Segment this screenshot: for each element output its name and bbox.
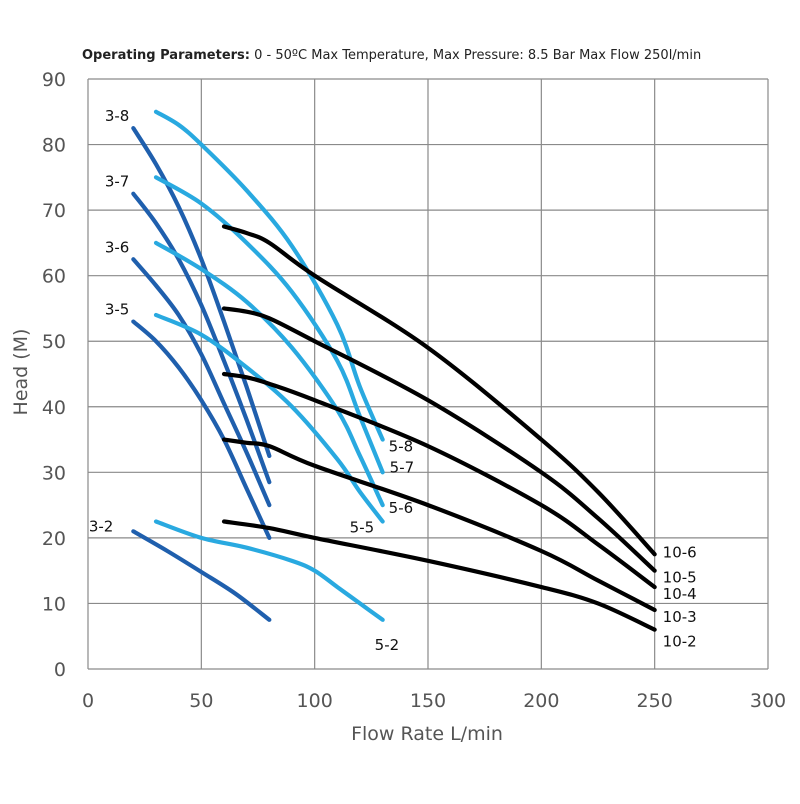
y-tick-label: 60: [42, 266, 66, 288]
series-line-5-8: [153, 109, 385, 442]
series-line-3-6: [131, 257, 272, 508]
series-line-3-7: [131, 191, 272, 485]
y-tick-label: 40: [42, 397, 66, 419]
y-tick-label: 0: [54, 659, 66, 681]
series-label-10-4: 10-4: [663, 585, 697, 603]
series-line-10-4: [221, 371, 657, 590]
y-tick-label: 30: [42, 462, 66, 484]
x-tick-label: 200: [523, 690, 559, 712]
series-label-10-5: 10-5: [663, 569, 697, 587]
tick-labels: 0 50 100 150 200 250 300 0 10 20 30 40 50 60 70 80 90: [42, 69, 786, 712]
series-label-5-2: 5-2: [375, 636, 400, 654]
series-line-10-3: [221, 437, 657, 613]
series-line-3-5: [131, 319, 272, 540]
x-tick-label: 50: [189, 690, 213, 712]
series-label-10-2: 10-2: [663, 633, 697, 651]
title-bold-label: Operating Parameters:: [82, 48, 250, 63]
title-parameters: 0 - 50ºC Max Temperature, Max Pressure: …: [254, 48, 702, 63]
x-tick-label: 150: [410, 690, 446, 712]
x-tick-label: 0: [82, 690, 94, 712]
series-line-5-2: [153, 519, 385, 622]
x-tick-label: 100: [297, 690, 333, 712]
series-label-3-7: 3-7: [105, 173, 130, 191]
y-tick-label: 10: [42, 593, 66, 615]
series-line-3-8: [131, 126, 272, 459]
series-label-10-6: 10-6: [663, 543, 697, 561]
y-tick-label: 90: [42, 69, 66, 91]
series-label-10-3: 10-3: [663, 608, 697, 626]
series-label-3-5: 3-5: [105, 301, 130, 319]
series-line-10-5: [221, 306, 657, 573]
y-tick-label: 70: [42, 200, 66, 222]
series-line-3-2: [131, 529, 272, 622]
series-line-5-5: [153, 312, 385, 524]
y-tick-label: 50: [42, 331, 66, 353]
series-line-10-2: [221, 519, 657, 632]
chart-title: Operating Parameters: 0 - 50ºC Max Tempe…: [82, 48, 701, 63]
x-axis-label: Flow Rate L/min: [351, 723, 503, 745]
y-tick-label: 80: [42, 135, 66, 157]
series-label-3-8: 3-8: [105, 107, 130, 125]
series-labels: 3-2 3-5 3-6 3-7 3-8 5-2 5-5 5-6 5-7 5-8 10-2 10-3 10…: [89, 107, 697, 654]
series-label-5-7: 5-7: [390, 458, 415, 476]
series-lines: [131, 109, 657, 632]
series-label-5-5: 5-5: [350, 519, 375, 537]
x-tick-label: 300: [750, 690, 786, 712]
series-label-3-2: 3-2: [89, 517, 114, 535]
series-label-5-8: 5-8: [389, 438, 414, 456]
grid: [87, 78, 769, 670]
x-tick-label: 250: [637, 690, 673, 712]
series-line-10-6: [221, 224, 657, 557]
y-tick-label: 20: [42, 528, 66, 550]
y-axis-label: Head (M): [10, 329, 32, 416]
series-label-3-6: 3-6: [105, 238, 130, 256]
series-line-5-6: [153, 240, 385, 508]
series-label-5-6: 5-6: [389, 499, 414, 517]
